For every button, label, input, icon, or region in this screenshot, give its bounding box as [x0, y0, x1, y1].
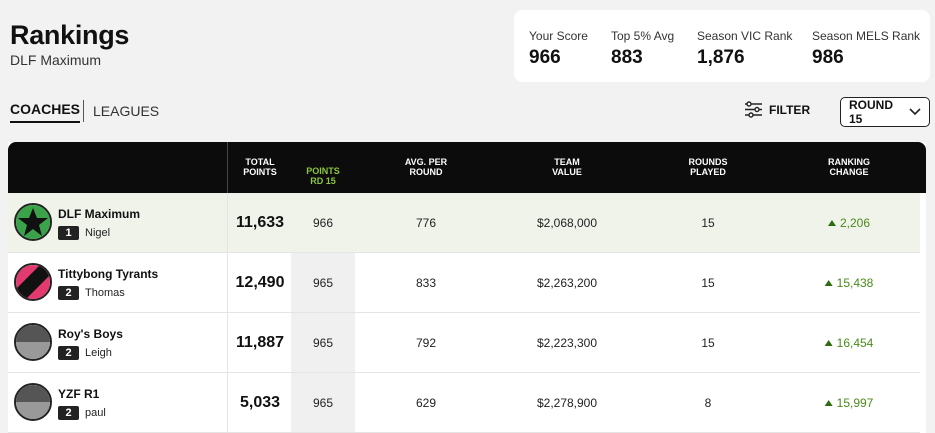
team-avatar	[14, 263, 52, 301]
header-divider	[227, 142, 228, 193]
rank-badge: 2	[58, 346, 79, 360]
coach-name: paul	[85, 407, 106, 419]
column-divider	[227, 193, 228, 433]
column-points-round-label: POINTS RD 15	[306, 166, 340, 186]
tab-coaches[interactable]: COACHES	[10, 101, 81, 123]
team-value: $2,278,900	[536, 396, 598, 410]
ranking-change: 16,454	[824, 313, 874, 373]
total-points: 12,490	[235, 274, 285, 291]
ranking-change-value: 15,997	[836, 396, 874, 410]
stat-value: 883	[611, 47, 643, 68]
total-points: 11,633	[235, 214, 285, 231]
up-arrow-icon	[824, 400, 833, 406]
avg-per-round: 776	[415, 216, 437, 230]
round-points: 966	[312, 216, 334, 230]
total-points: 11,887	[235, 334, 285, 351]
rounds-played: 15	[701, 276, 715, 290]
round-points: 965	[312, 396, 334, 410]
up-arrow-icon	[824, 340, 833, 346]
rounds-played: 8	[704, 396, 712, 410]
stat-top-5-avg: Top 5% Avg 883	[611, 29, 674, 69]
stat-season-vic-rank: Season VIC Rank 1,876	[697, 29, 792, 69]
stat-value: 966	[529, 47, 561, 68]
page-title: Rankings	[10, 20, 130, 50]
rank-badge: 2	[58, 406, 79, 420]
coach-name: Nigel	[85, 227, 111, 239]
page-subtitle: DLF Maximum	[10, 52, 102, 68]
round-select-label: ROUND 15	[849, 98, 893, 126]
chevron-down-icon	[909, 105, 921, 119]
stat-value: 1,876	[697, 47, 745, 68]
rank-badge: 1	[58, 226, 79, 240]
stat-label: Top 5% Avg	[611, 29, 675, 43]
table-row[interactable]: YZF R1 2 paul 5,033 965 629 $2,278,900 8…	[8, 373, 920, 433]
coach-name: Leigh	[85, 347, 112, 359]
column-total-points[interactable]: TOTAL POINTS	[243, 157, 277, 177]
table-header: TOTAL POINTS POINTS RD 15 AVG. PER ROUND…	[8, 142, 926, 216]
column-rounds-played[interactable]: ROUNDS PLAYED	[688, 157, 728, 177]
filter-button[interactable]: FILTER	[744, 101, 810, 118]
round-select[interactable]: ROUND 15	[840, 97, 930, 127]
rank-badge: 2	[58, 286, 79, 300]
team-avatar	[14, 323, 52, 361]
team-avatar	[14, 383, 52, 421]
table-row[interactable]: Tittybong Tyrants 2 Thomas 12,490 965 83…	[8, 253, 920, 313]
table-row[interactable]: Roy's Boys 2 Leigh 11,887 965 792 $2,223…	[8, 313, 920, 373]
stat-label: Season VIC Rank	[697, 29, 793, 43]
team-name[interactable]: YZF R1	[58, 387, 100, 401]
rankings-table: TOTAL POINTS POINTS RD 15 AVG. PER ROUND…	[8, 142, 926, 433]
stat-label: Your Score	[529, 29, 588, 43]
team-avatar	[14, 203, 52, 241]
column-avg-per-round[interactable]: AVG. PER ROUND	[404, 157, 448, 177]
coach-name: Thomas	[85, 287, 125, 299]
rounds-played: 15	[701, 336, 715, 350]
column-ranking-change[interactable]: RANKING CHANGE	[828, 157, 870, 177]
stat-your-score: Your Score 966	[529, 29, 588, 69]
team-value: $2,263,200	[536, 276, 598, 290]
ranking-change-value: 16,454	[836, 336, 874, 350]
avg-per-round: 792	[415, 336, 437, 350]
round-points: 965	[312, 276, 334, 290]
team-name[interactable]: DLF Maximum	[58, 207, 141, 221]
stat-label: Season MELS Rank	[812, 29, 921, 43]
team-name[interactable]: Tittybong Tyrants	[58, 267, 159, 281]
ranking-change: 15,997	[824, 373, 874, 433]
score-summary-card: Your Score 966 Top 5% Avg 883 Season VIC…	[514, 10, 930, 82]
ranking-change-value: 2,206	[839, 216, 871, 230]
total-points: 5,033	[239, 394, 281, 411]
stat-season-mels-rank: Season MELS Rank 986	[812, 29, 920, 69]
avg-per-round: 833	[415, 276, 437, 290]
ranking-change-value: 15,438	[836, 276, 874, 290]
rounds-played: 15	[701, 216, 715, 230]
team-value: $2,068,000	[536, 216, 598, 230]
up-arrow-icon	[827, 220, 836, 226]
sliders-icon	[744, 101, 763, 118]
tab-leagues[interactable]: LEAGUES	[93, 103, 160, 119]
stat-value: 986	[812, 47, 844, 68]
avg-per-round: 629	[415, 396, 437, 410]
ranking-change: 2,206	[827, 193, 871, 253]
tab-divider	[83, 100, 84, 122]
ranking-change: 15,438	[824, 253, 874, 313]
column-team-value[interactable]: TEAM VALUE	[552, 157, 582, 177]
up-arrow-icon	[824, 280, 833, 286]
round-points: 965	[312, 336, 334, 350]
table-row[interactable]: DLF Maximum 1 Nigel 11,633 966 776 $2,06…	[8, 193, 920, 253]
team-value: $2,223,300	[536, 336, 598, 350]
filter-label: FILTER	[769, 102, 811, 117]
team-name[interactable]: Roy's Boys	[58, 327, 123, 341]
